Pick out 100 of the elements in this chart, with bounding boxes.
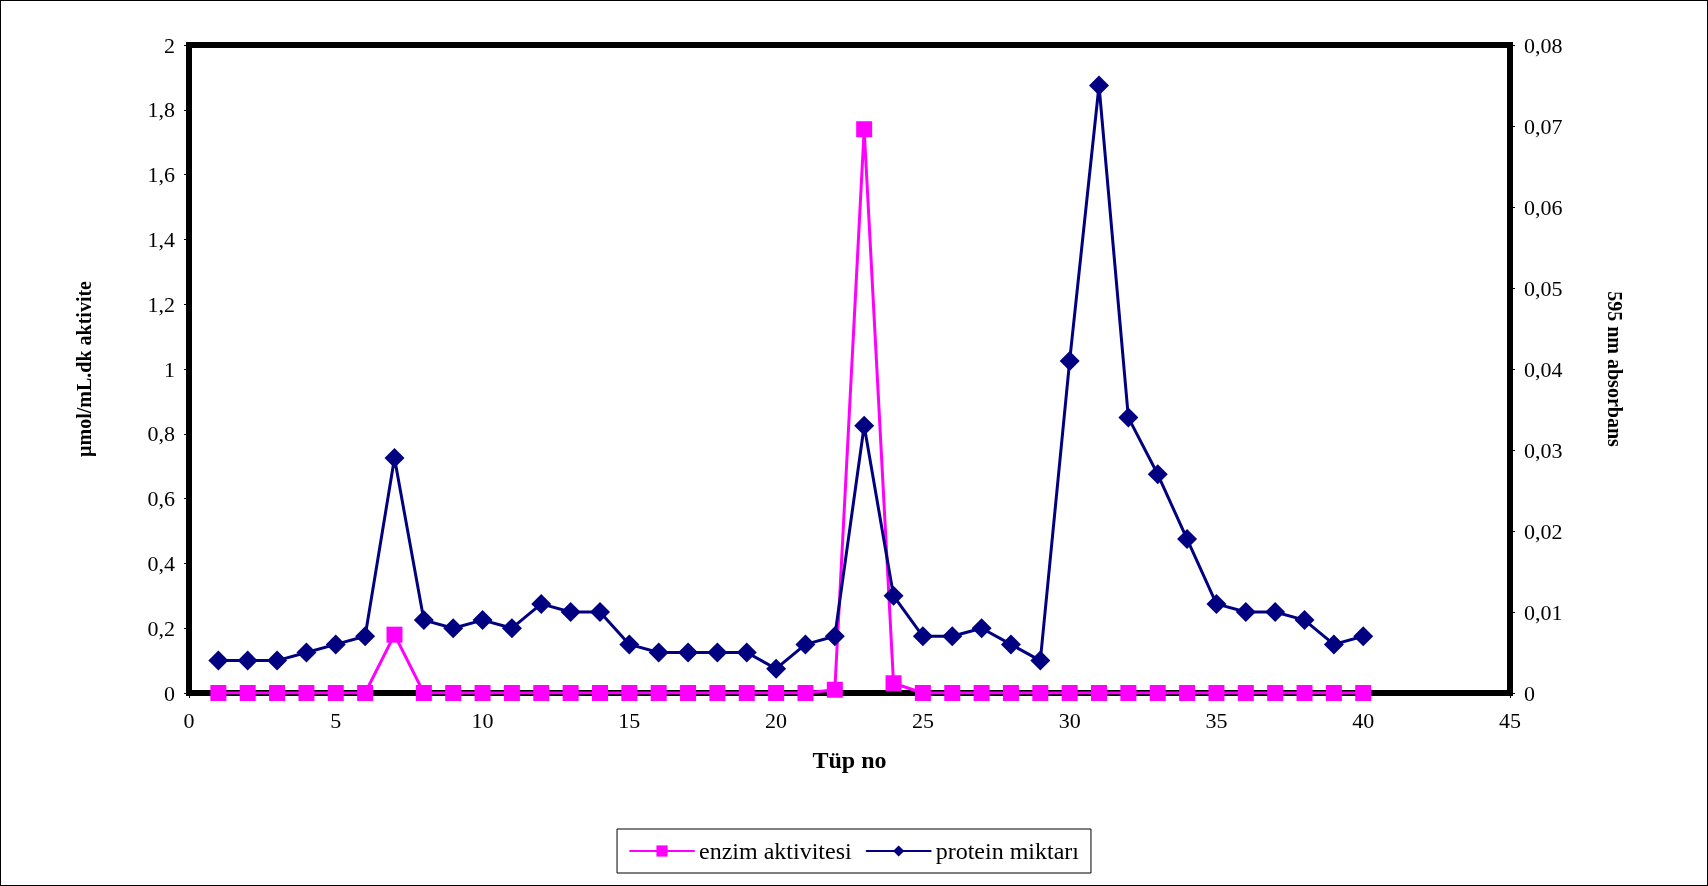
y2-tick-label: 0,04 — [1524, 356, 1563, 382]
point — [912, 626, 933, 647]
point — [768, 685, 785, 701]
point — [445, 685, 462, 701]
point — [944, 685, 961, 701]
point — [1294, 610, 1315, 631]
point — [797, 685, 814, 701]
point — [619, 634, 640, 655]
point — [914, 685, 931, 701]
point — [531, 593, 552, 614]
point — [1061, 685, 1078, 701]
x-tick-label: 15 — [618, 707, 641, 733]
x-tick-label: 30 — [1058, 707, 1081, 733]
y2-tick-label: 0,01 — [1524, 599, 1563, 625]
point — [1118, 407, 1139, 428]
point — [942, 626, 963, 647]
x-tick-label: 45 — [1499, 707, 1521, 733]
point — [413, 610, 434, 631]
point — [885, 675, 902, 692]
point — [560, 602, 581, 622]
point — [298, 685, 315, 701]
point — [971, 618, 992, 639]
point — [1323, 634, 1344, 655]
legend-label: enzim aktivitesi — [699, 838, 852, 864]
x-tick-label: 0 — [183, 707, 195, 733]
point — [707, 642, 728, 663]
y-tick-label: 2 — [164, 32, 175, 58]
point — [1032, 685, 1049, 701]
point — [766, 658, 787, 679]
point — [1208, 685, 1225, 701]
point — [325, 634, 346, 655]
point — [854, 415, 875, 436]
point — [1149, 685, 1166, 701]
y-tick-label: 1,4 — [147, 226, 175, 252]
y-tick-label: 1 — [164, 356, 175, 382]
y2-tick-label: 0,08 — [1524, 32, 1563, 58]
y-tick-label: 1,8 — [147, 97, 175, 123]
y2-tick-label: 0,02 — [1524, 518, 1563, 544]
point — [1237, 685, 1254, 701]
point — [503, 685, 520, 701]
y-tick-label: 0,4 — [147, 550, 175, 576]
x-axis-title: Tüp no — [812, 747, 887, 773]
point — [1235, 602, 1256, 622]
point — [1120, 685, 1137, 701]
point — [1091, 685, 1108, 701]
point — [533, 685, 550, 701]
point — [267, 650, 288, 671]
point — [589, 602, 610, 622]
x-tick-label: 20 — [765, 707, 788, 733]
y-tick-label: 0,8 — [147, 421, 175, 447]
point — [591, 685, 608, 701]
point — [736, 642, 757, 663]
point — [443, 618, 464, 639]
point — [648, 642, 669, 663]
point — [208, 650, 229, 671]
y-tick-label: 0,2 — [147, 615, 175, 641]
point — [355, 626, 376, 647]
x-tick-label: 25 — [911, 707, 934, 733]
y2-tick-label: 0,06 — [1524, 194, 1563, 220]
y2-tick-label: 0,05 — [1524, 275, 1563, 301]
point — [795, 634, 816, 655]
point — [357, 685, 374, 701]
x-tick-label: 35 — [1205, 707, 1228, 733]
y-tick-label: 0,6 — [147, 486, 175, 512]
point — [883, 585, 904, 606]
point — [474, 685, 491, 701]
point — [1325, 685, 1342, 701]
point — [327, 685, 344, 701]
point — [1059, 350, 1080, 371]
point — [269, 685, 286, 701]
legend-label: protein miktarı — [935, 838, 1080, 864]
point — [621, 685, 638, 701]
y2-tick-label: 0,07 — [1524, 113, 1563, 139]
point — [1296, 685, 1313, 701]
point — [1177, 529, 1198, 550]
point — [973, 685, 990, 701]
point — [1030, 650, 1051, 671]
point — [856, 121, 873, 138]
y-axis-title: µmol/mL.dk aktivite — [73, 280, 96, 457]
y-tick-label: 1,2 — [147, 291, 175, 317]
point — [384, 448, 405, 469]
point — [709, 685, 726, 701]
x-tick-label: 40 — [1352, 707, 1375, 733]
point — [738, 685, 755, 701]
point — [1206, 593, 1227, 614]
y-tick-label: 1,6 — [147, 162, 175, 188]
point — [826, 681, 843, 698]
y2-tick-label: 0,03 — [1524, 437, 1563, 463]
point — [678, 642, 699, 663]
x-tick-label: 5 — [330, 707, 342, 733]
point — [1353, 626, 1374, 647]
point — [296, 642, 317, 663]
point — [1355, 685, 1372, 701]
point — [239, 685, 256, 701]
point — [1000, 634, 1021, 655]
point — [562, 685, 579, 701]
y2-tick-label: 0 — [1524, 680, 1535, 706]
point — [1179, 685, 1196, 701]
point — [1089, 75, 1110, 96]
point — [1265, 602, 1286, 622]
